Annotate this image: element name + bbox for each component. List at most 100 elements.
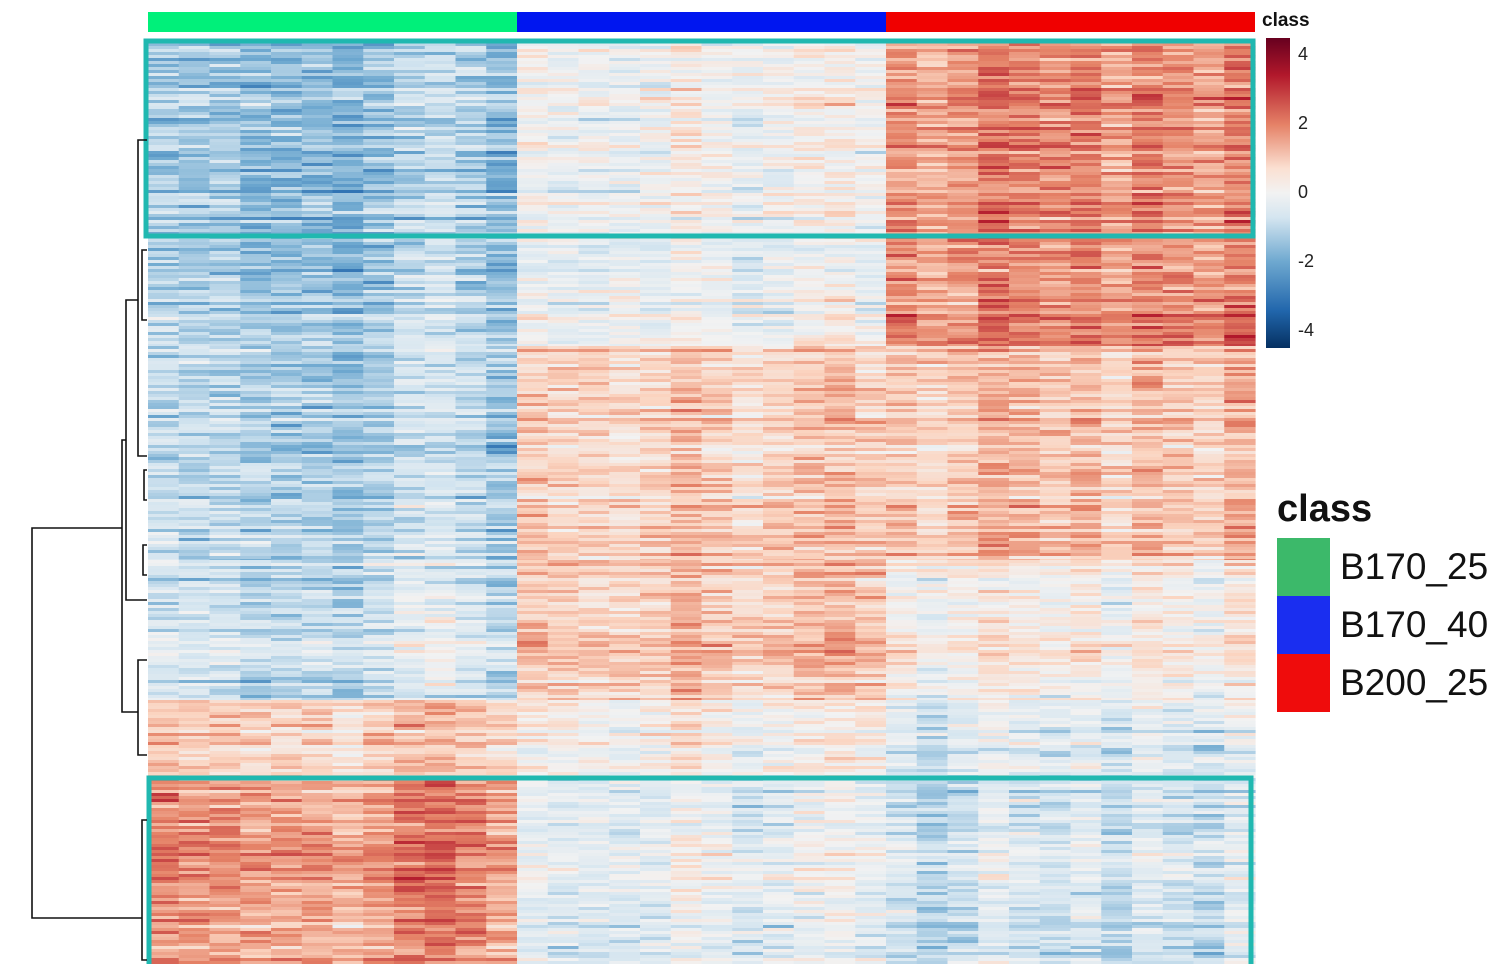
heat-cell: [732, 361, 764, 365]
heat-cell: [886, 145, 918, 149]
heat-cell: [1132, 260, 1164, 264]
heat-cell: [732, 388, 764, 392]
heat-cell: [701, 358, 733, 362]
heat-cell: [301, 332, 334, 336]
class-annotation-bar: [148, 12, 1255, 32]
heat-cell: [732, 394, 764, 398]
heat-cell: [178, 193, 211, 197]
heat-cell: [1039, 418, 1072, 422]
heat-cell: [517, 142, 549, 146]
heat-cell: [1162, 409, 1195, 413]
heat-cell: [547, 445, 580, 449]
heat-cell: [1132, 370, 1164, 374]
heat-cell: [517, 145, 549, 149]
heat-cell: [178, 382, 211, 386]
heat-cell: [978, 100, 1010, 104]
heat-cell: [640, 100, 672, 104]
heat-cell: [886, 76, 918, 80]
heat-cell: [394, 205, 426, 209]
heat-cell: [148, 305, 180, 309]
heat-cell: [1132, 427, 1164, 431]
heat-cell: [424, 439, 457, 443]
heat-cell: [271, 169, 303, 173]
heat-cell: [301, 284, 334, 288]
heat-cell: [978, 370, 1010, 374]
heat-cell: [916, 257, 949, 261]
heat-cell: [916, 287, 949, 291]
heat-cell: [701, 76, 733, 80]
heat-cell: [609, 406, 641, 410]
heat-cell: [209, 106, 241, 110]
heat-cell: [578, 400, 610, 404]
heat-cell: [148, 296, 180, 300]
heat-cell: [978, 112, 1010, 116]
heat-cell: [547, 317, 580, 321]
heat-cell: [209, 76, 241, 80]
heat-cell: [670, 151, 703, 155]
heat-cell: [640, 448, 672, 452]
heat-cell: [1039, 229, 1072, 233]
heat-cell: [1070, 332, 1102, 336]
heat-cell: [763, 445, 795, 449]
heat-cell: [148, 64, 180, 68]
heat-cell: [1162, 367, 1195, 371]
heat-cell: [1132, 242, 1164, 246]
heat-cell: [886, 254, 918, 258]
heat-cell: [209, 127, 241, 131]
heat-cell: [1009, 281, 1041, 285]
heat-cell: [609, 382, 641, 386]
heat-cell: [855, 275, 887, 279]
heat-cell: [855, 406, 887, 410]
heat-cell: [394, 100, 426, 104]
heat-cell: [609, 49, 641, 53]
heat-cell: [1162, 397, 1195, 401]
heat-cell: [1101, 290, 1133, 294]
heat-cell: [640, 211, 672, 215]
heat-cell: [947, 67, 979, 71]
heat-cell: [701, 202, 733, 206]
heat-cell: [178, 217, 211, 221]
heat-cell: [947, 178, 979, 182]
heat-cell: [424, 64, 457, 68]
heat-cell: [609, 290, 641, 294]
heat-cell: [763, 169, 795, 173]
heat-cell: [793, 172, 826, 176]
heat-cell: [455, 320, 487, 324]
heat-cell: [1162, 305, 1195, 309]
heat-cell: [978, 124, 1010, 128]
heat-cell: [1132, 263, 1164, 267]
heat-cell: [271, 373, 303, 377]
heat-cell: [1193, 269, 1225, 273]
heat-cell: [1009, 317, 1041, 321]
heat-cell: [517, 70, 549, 74]
heat-cell: [824, 323, 856, 327]
heat-cell: [886, 358, 918, 362]
heat-cell: [148, 112, 180, 116]
heat-cell: [947, 184, 979, 188]
heat-cell: [332, 445, 364, 449]
heat-cell: [1039, 154, 1072, 158]
heat-cell: [670, 124, 703, 128]
heat-cell: [793, 103, 826, 107]
heat-cell: [763, 284, 795, 288]
heat-cell: [855, 344, 887, 347]
heat-cell: [486, 157, 518, 161]
heat-cell: [1101, 245, 1133, 249]
heat-cell: [332, 263, 364, 267]
heat-cell: [240, 284, 272, 288]
heat-cell: [824, 145, 856, 149]
heat-cell: [947, 358, 979, 362]
heat-cell: [332, 323, 364, 327]
heat-cell: [1132, 88, 1164, 92]
heat-cell: [824, 275, 856, 279]
heat-cell: [1132, 314, 1164, 318]
heat-cell: [855, 254, 887, 258]
heat-cell: [824, 76, 856, 80]
heat-cell: [1039, 287, 1072, 291]
heat-cell: [209, 202, 241, 206]
heat-cell: [517, 266, 549, 270]
heat-cell: [763, 278, 795, 282]
heat-cell: [732, 314, 764, 318]
heat-cell: [1132, 223, 1164, 227]
heat-cell: [455, 106, 487, 110]
